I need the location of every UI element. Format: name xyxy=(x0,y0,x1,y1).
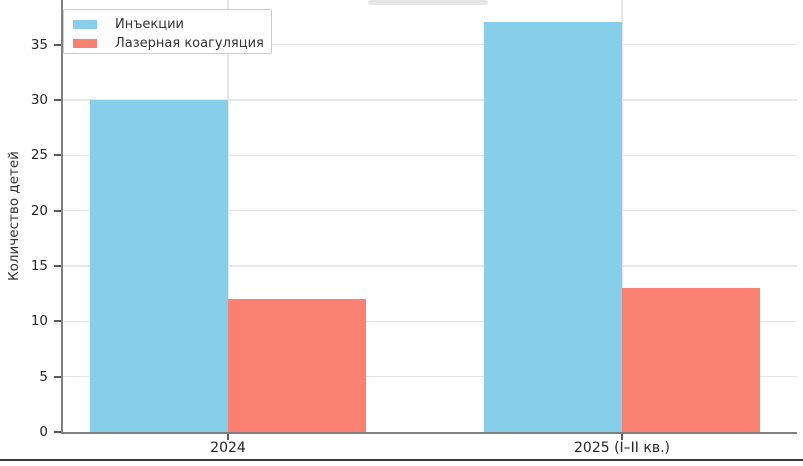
y-tick-mark xyxy=(54,431,61,433)
legend-item-laser-coagulation: Лазерная коагуляция xyxy=(73,35,271,52)
x-tick-mark xyxy=(227,434,229,440)
legend: Инъекции Лазерная коагуляция xyxy=(63,9,272,54)
bar xyxy=(90,99,228,432)
gridline-horizontal xyxy=(63,375,797,378)
y-tick-label: 35 xyxy=(30,36,48,53)
y-tick-label: 10 xyxy=(30,313,48,330)
y-tick-mark xyxy=(54,154,61,157)
bar xyxy=(228,299,366,432)
legend-swatch-laser-coagulation xyxy=(73,39,97,48)
y-tick-label: 30 xyxy=(30,91,48,108)
y-tick-mark xyxy=(54,264,61,267)
y-axis-title: Количество детей xyxy=(6,151,22,281)
legend-label-injections: Инъекции xyxy=(115,17,185,32)
y-tick-mark xyxy=(54,43,61,46)
gridline-vertical xyxy=(621,0,623,432)
y-tick-label: 5 xyxy=(39,368,48,385)
gridline-vertical xyxy=(227,0,229,432)
x-axis-spine xyxy=(61,432,797,434)
y-tick-mark xyxy=(54,375,61,378)
gridline-horizontal xyxy=(63,43,797,46)
x-tick-mark xyxy=(621,434,623,440)
gridline-horizontal xyxy=(63,209,797,212)
x-tick-label: 2025 (I–II кв.) xyxy=(574,440,670,456)
y-tick-label: 20 xyxy=(30,202,48,219)
bar xyxy=(484,22,622,432)
y-tick-label: 15 xyxy=(30,257,48,274)
gridline-horizontal xyxy=(63,99,797,101)
y-tick-label: 0 xyxy=(39,424,48,440)
legend-item-injections: Инъекции xyxy=(73,16,271,33)
y-tick-mark xyxy=(54,209,61,212)
y-tick-mark xyxy=(54,320,61,323)
gridline-horizontal xyxy=(63,320,797,323)
legend-swatch-injections xyxy=(73,20,97,29)
bar xyxy=(622,288,760,432)
gridline-horizontal xyxy=(63,154,797,156)
legend-label-laser-coagulation: Лазерная коагуляция xyxy=(115,36,264,51)
y-axis-spine xyxy=(61,0,63,434)
window-bottom-border xyxy=(0,459,803,461)
y-tick-mark xyxy=(54,98,61,101)
gridline-horizontal xyxy=(63,265,797,267)
cropped-title-remnant xyxy=(368,0,488,5)
y-tick-label: 25 xyxy=(30,147,48,164)
x-tick-label: 2024 xyxy=(210,440,246,456)
